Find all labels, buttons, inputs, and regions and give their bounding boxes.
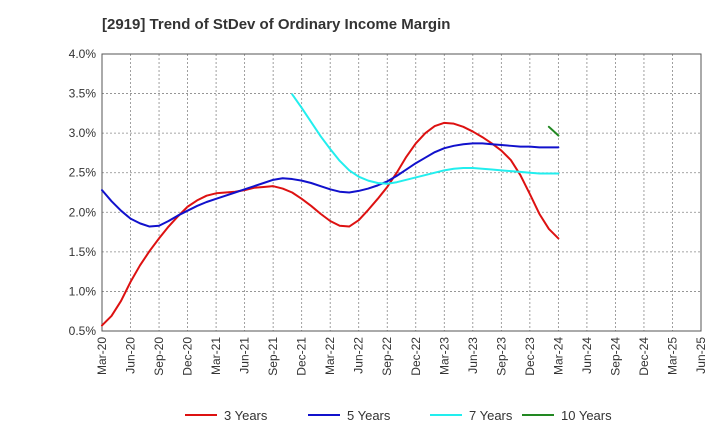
legend-label: 10 Years (561, 408, 612, 423)
y-tick-label: 3.5% (69, 87, 97, 101)
x-tick-label: Mar-24 (551, 337, 565, 375)
y-tick-label: 3.0% (69, 126, 97, 140)
x-tick-label: Jun-22 (352, 337, 366, 374)
legend-label: 5 Years (347, 408, 391, 423)
x-tick-label: Mar-23 (437, 337, 451, 375)
x-tick-label: Jun-21 (238, 337, 252, 374)
series-line-7-years (291, 93, 560, 185)
x-tick-label: Jun-25 (694, 337, 708, 374)
x-tick-label: Dec-22 (409, 337, 423, 376)
y-tick-label: 0.5% (69, 324, 97, 338)
x-tick-label: Dec-21 (295, 337, 309, 376)
x-tick-label: Mar-20 (95, 337, 109, 375)
x-tick-label: Dec-20 (181, 337, 195, 376)
plot-frame (101, 53, 702, 332)
chart-title: [2919] Trend of StDev of Ordinary Income… (102, 16, 450, 33)
y-tick-label: 2.5% (69, 166, 97, 180)
x-tick-label: Sep-22 (380, 337, 394, 376)
legend-label: 3 Years (224, 408, 268, 423)
x-tick-label: Mar-25 (665, 337, 679, 375)
legend: 3 Years 5 Years 7 Years 10 Years (185, 408, 612, 423)
series-line-10-years (547, 125, 560, 137)
legend-label: 7 Years (469, 408, 513, 423)
x-tick-label: Jun-23 (466, 337, 480, 374)
x-tick-label: Dec-24 (637, 337, 651, 376)
x-tick-label: Mar-22 (323, 337, 337, 375)
x-tick-label: Dec-23 (523, 337, 537, 376)
y-axis-ticks: 0.5% 1.0% 1.5% 2.0% 2.5% 3.0% 3.5% 4.0% (69, 47, 97, 338)
x-tick-label: Sep-23 (494, 337, 508, 376)
x-tick-label: Sep-24 (608, 337, 622, 376)
x-tick-label: Jun-20 (124, 337, 138, 374)
x-tick-label: Jun-24 (580, 337, 594, 374)
x-axis-ticks: Mar-20 Jun-20 Sep-20 Dec-20 Mar-21 Jun-21 Sep-… (95, 337, 708, 376)
x-tick-label: Sep-21 (266, 337, 280, 376)
x-tick-label: Mar-21 (209, 337, 223, 375)
grid (102, 54, 701, 331)
series-line-5-years (101, 142, 560, 228)
y-tick-label: 4.0% (69, 47, 97, 61)
series-layer (101, 93, 560, 327)
y-tick-label: 1.0% (69, 284, 97, 298)
x-tick-label: Sep-20 (152, 337, 166, 376)
y-tick-label: 2.0% (69, 205, 97, 219)
y-tick-label: 1.5% (69, 245, 97, 259)
